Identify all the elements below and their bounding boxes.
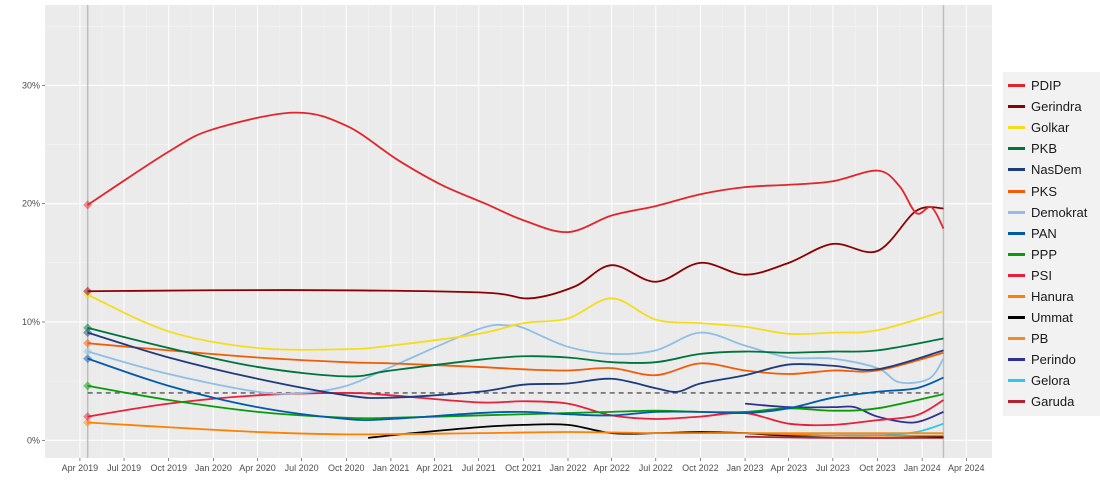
x-tick-label: Jul 2021 xyxy=(462,463,496,473)
x-tick-label: Oct 2020 xyxy=(328,463,365,473)
x-tick-label: Jul 2020 xyxy=(285,463,319,473)
legend-item-demokrat: Demokrat xyxy=(1003,202,1100,223)
legend-swatch xyxy=(1008,126,1025,130)
legend-label: Demokrat xyxy=(1031,204,1088,220)
x-tick-label: Jul 2019 xyxy=(107,463,141,473)
legend-swatch xyxy=(1008,252,1025,256)
legend-item-pan: PAN xyxy=(1003,223,1100,244)
series-line-pan xyxy=(87,357,944,421)
legend-swatch xyxy=(1008,210,1025,214)
legend-item-pks: PKS xyxy=(1003,180,1100,201)
legend-item-pdip: PDIP xyxy=(1003,75,1100,96)
election-result-marker-pdip xyxy=(83,200,93,210)
gridlines xyxy=(45,5,992,458)
legend-item-gerindra: Gerindra xyxy=(1003,96,1100,117)
legend-swatch xyxy=(1008,379,1025,383)
series-line-garuda xyxy=(745,435,944,439)
legend-label: NasDem xyxy=(1031,162,1082,178)
legend-item-pkb: PKB xyxy=(1003,138,1100,159)
election-result-marker-ppp xyxy=(83,381,93,391)
legend-label: PSI xyxy=(1031,267,1052,283)
legend-swatch xyxy=(1008,294,1025,298)
x-tick-label: Apr 2021 xyxy=(416,463,453,473)
series-line-pks xyxy=(87,342,944,377)
series-line-ppp xyxy=(87,384,944,420)
legend-item-gelora: Gelora xyxy=(1003,370,1100,391)
x-tick-label: Apr 2022 xyxy=(593,463,630,473)
legend-label: PPP xyxy=(1031,246,1058,262)
legend-swatch xyxy=(1008,105,1025,109)
legend-swatch xyxy=(1008,358,1025,362)
legend-label: Gelora xyxy=(1031,373,1071,389)
x-tick-label: Jul 2023 xyxy=(816,463,850,473)
y-tick-label: 0% xyxy=(27,435,40,445)
legend-item-psi: PSI xyxy=(1003,265,1100,286)
x-tick-label: Apr 2024 xyxy=(948,463,985,473)
legend-label: PB xyxy=(1031,331,1049,347)
legend-label: PDIP xyxy=(1031,78,1062,94)
legend-label: Golkar xyxy=(1031,120,1070,136)
series-line-perindo xyxy=(744,402,944,424)
y-tick-label: 20% xyxy=(22,199,40,209)
x-tick-label: Jan 2020 xyxy=(195,463,232,473)
legend-swatch xyxy=(1008,316,1025,320)
legend-item-perindo: Perindo xyxy=(1003,349,1100,370)
election-result-marker-hanura xyxy=(83,417,93,428)
legend-item-pb: PB xyxy=(1003,328,1100,349)
x-tick-label: Jan 2023 xyxy=(727,463,764,473)
x-tick-label: Jul 2022 xyxy=(639,463,673,473)
x-tick-label: Apr 2023 xyxy=(770,463,807,473)
x-tick-label: Jan 2021 xyxy=(372,463,409,473)
legend-item-ppp: PPP xyxy=(1003,244,1100,265)
legend-label: PKS xyxy=(1031,183,1058,199)
legend-label: Gerindra xyxy=(1031,99,1082,115)
x-tick-label: Oct 2023 xyxy=(859,463,896,473)
x-tick-label: Oct 2019 xyxy=(150,463,187,473)
legend: PDIP Gerindra Golkar PKB NasDem PKS Demokrat PA… xyxy=(1003,72,1100,416)
series-line-pdip xyxy=(87,111,945,233)
x-tick-label: Apr 2020 xyxy=(239,463,276,473)
legend-swatch xyxy=(1008,231,1025,235)
x-tick-label: Apr 2019 xyxy=(62,463,99,473)
legend-label: Perindo xyxy=(1031,352,1076,368)
x-tick-label: Oct 2022 xyxy=(682,463,719,473)
y-tick-label: 30% xyxy=(22,80,40,90)
series-line-gerindra xyxy=(87,206,944,300)
x-tick-label: Oct 2021 xyxy=(505,463,542,473)
series-line-hanura xyxy=(87,421,944,437)
x-tick-label: Jan 2024 xyxy=(904,463,941,473)
legend-item-golkar: Golkar xyxy=(1003,117,1100,138)
series-line-pkb xyxy=(87,327,944,378)
legend-item-garuda: Garuda xyxy=(1003,391,1100,412)
series-line-nasdem xyxy=(87,331,944,399)
legend-swatch xyxy=(1008,189,1025,193)
election-result-marker-nasdem xyxy=(83,328,93,338)
legend-item-hanura: Hanura xyxy=(1003,286,1100,307)
legend-label: Hanura xyxy=(1031,288,1074,304)
series-lines xyxy=(83,111,945,439)
axes: Apr 2019 Jul 2019 Oct 2019 Jan 2020 Apr 2020… xyxy=(22,80,985,473)
legend-item-nasdem: NasDem xyxy=(1003,159,1100,180)
legend-swatch xyxy=(1008,337,1025,341)
election-result-marker-psi xyxy=(83,412,93,422)
series-line-golkar xyxy=(87,293,944,351)
election-result-marker-demokrat xyxy=(83,347,93,357)
legend-label: Ummat xyxy=(1031,310,1073,326)
y-tick-label: 10% xyxy=(22,317,40,327)
x-tick-label: Jan 2022 xyxy=(549,463,586,473)
legend-label: PAN xyxy=(1031,225,1057,241)
series-line-demokrat xyxy=(87,323,945,395)
legend-swatch xyxy=(1008,168,1025,172)
legend-label: Garuda xyxy=(1031,394,1075,410)
legend-swatch xyxy=(1008,147,1025,151)
legend-swatch xyxy=(1008,400,1025,404)
legend-item-ummat: Ummat xyxy=(1003,307,1100,328)
legend-swatch xyxy=(1008,84,1025,88)
legend-label: PKB xyxy=(1031,141,1058,157)
legend-swatch xyxy=(1008,273,1025,277)
